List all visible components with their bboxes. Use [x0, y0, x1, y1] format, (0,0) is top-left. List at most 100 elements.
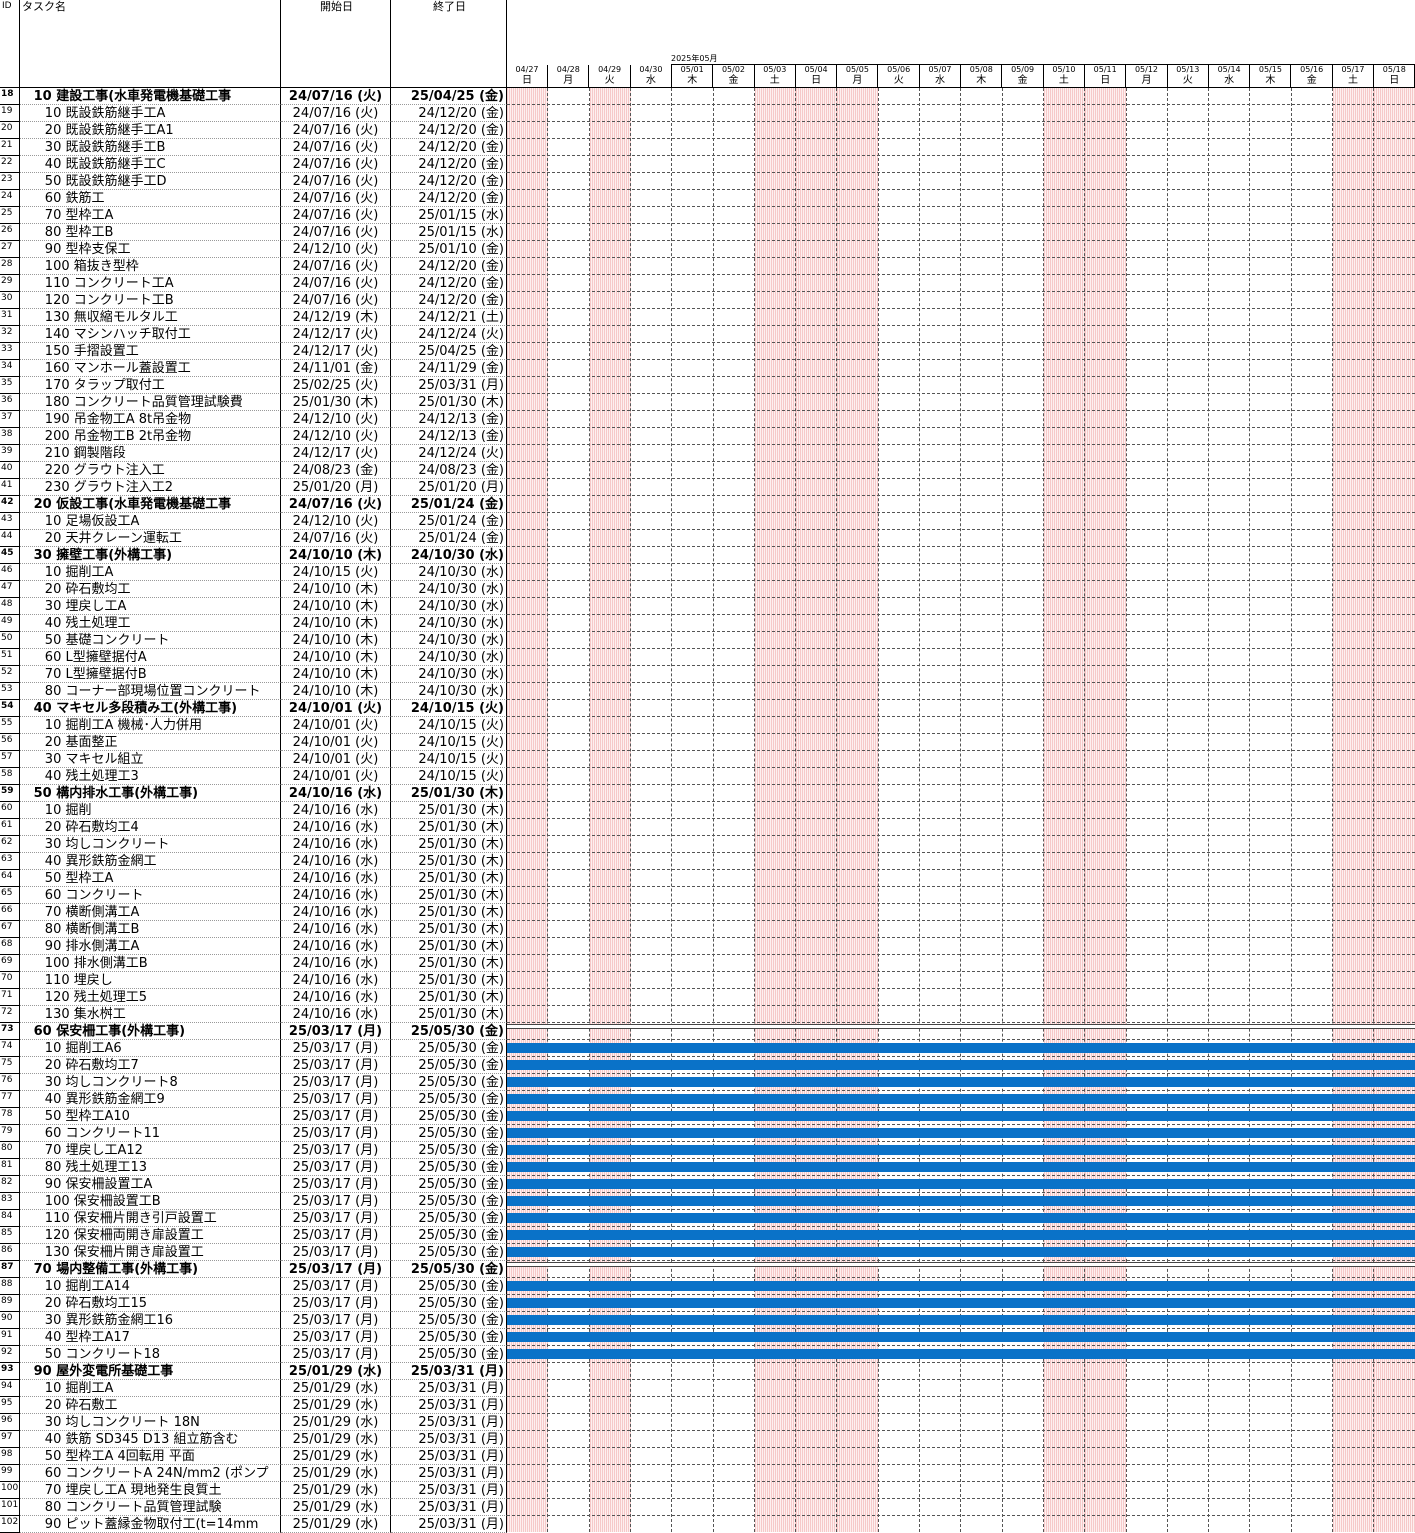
task-end-date[interactable]: 25/05/30 (金)	[391, 1023, 507, 1040]
task-name[interactable]: 90 保安柵設置工A	[20, 1176, 281, 1193]
task-name[interactable]: 10 掘削工A	[20, 564, 281, 581]
task-id[interactable]: 44	[0, 530, 20, 547]
task-id[interactable]: 100	[0, 1482, 20, 1499]
task-end-date[interactable]: 25/01/30 (木)	[391, 887, 507, 904]
task-name[interactable]: 70 型枠工A	[20, 207, 281, 224]
task-start-date[interactable]: 25/01/29 (水)	[281, 1448, 391, 1465]
task-id[interactable]: 82	[0, 1176, 20, 1193]
task-id[interactable]: 73	[0, 1023, 20, 1040]
task-end-date[interactable]: 24/10/15 (火)	[391, 734, 507, 751]
task-id[interactable]: 90	[0, 1312, 20, 1329]
task-name[interactable]: 30 均しコンクリート8	[20, 1074, 281, 1091]
task-end-date[interactable]: 24/12/20 (金)	[391, 292, 507, 309]
task-end-date[interactable]: 25/03/31 (月)	[391, 1414, 507, 1431]
task-name[interactable]: 30 擁壁工事(外構工事)	[20, 547, 281, 564]
task-id[interactable]: 74	[0, 1040, 20, 1057]
task-bar[interactable]	[507, 1128, 1415, 1138]
task-id[interactable]: 21	[0, 139, 20, 156]
task-name[interactable]: 220 グラウト注入工	[20, 462, 281, 479]
task-start-date[interactable]: 24/07/16 (火)	[281, 530, 391, 547]
task-bar[interactable]	[507, 1281, 1415, 1291]
task-id[interactable]: 59	[0, 785, 20, 802]
task-start-date[interactable]: 25/01/30 (木)	[281, 394, 391, 411]
task-start-date[interactable]: 25/01/29 (水)	[281, 1465, 391, 1482]
task-end-date[interactable]: 25/01/15 (水)	[391, 224, 507, 241]
task-name[interactable]: 70 埋戻し工A 現地発生良質土	[20, 1482, 281, 1499]
task-end-date[interactable]: 25/03/31 (月)	[391, 1465, 507, 1482]
task-bar[interactable]	[507, 1247, 1415, 1257]
task-bar[interactable]	[507, 1230, 1415, 1240]
task-start-date[interactable]: 24/10/16 (水)	[281, 785, 391, 802]
summary-task-row[interactable]: 45 30 擁壁工事(外構工事)24/10/10 (木)24/10/30 (水)	[0, 547, 507, 564]
task-id[interactable]: 34	[0, 360, 20, 377]
task-start-date[interactable]: 25/03/17 (月)	[281, 1108, 391, 1125]
task-end-date[interactable]: 25/05/30 (金)	[391, 1346, 507, 1363]
header-end-date[interactable]: 終了日	[391, 0, 507, 88]
task-end-date[interactable]: 25/05/30 (金)	[391, 1329, 507, 1346]
task-name[interactable]: 100 箱抜き型枠	[20, 258, 281, 275]
task-end-date[interactable]: 25/04/25 (金)	[391, 88, 507, 105]
task-id[interactable]: 41	[0, 479, 20, 496]
task-end-date[interactable]: 24/10/30 (水)	[391, 666, 507, 683]
task-start-date[interactable]: 24/10/01 (火)	[281, 768, 391, 785]
task-start-date[interactable]: 25/03/17 (月)	[281, 1142, 391, 1159]
task-name[interactable]: 10 建設工事(水車発電機基礎工事	[20, 88, 281, 105]
task-name[interactable]: 70 横断側溝工A	[20, 904, 281, 921]
task-name[interactable]: 40 マキセル多段積み工(外構工事)	[20, 700, 281, 717]
task-end-date[interactable]: 25/05/30 (金)	[391, 1176, 507, 1193]
task-end-date[interactable]: 24/12/20 (金)	[391, 258, 507, 275]
task-name[interactable]: 80 コーナー部現場位置コンクリート	[20, 683, 281, 700]
task-name[interactable]: 40 残土処理工3	[20, 768, 281, 785]
task-id[interactable]: 66	[0, 904, 20, 921]
task-end-date[interactable]: 25/01/30 (木)	[391, 989, 507, 1006]
task-name[interactable]: 50 型枠工A 4回転用 平面	[20, 1448, 281, 1465]
task-name[interactable]: 140 マシンハッチ取付工	[20, 326, 281, 343]
task-end-date[interactable]: 25/01/10 (金)	[391, 241, 507, 258]
task-start-date[interactable]: 24/07/16 (火)	[281, 173, 391, 190]
task-start-date[interactable]: 25/03/17 (月)	[281, 1244, 391, 1261]
task-end-date[interactable]: 25/03/31 (月)	[391, 1448, 507, 1465]
task-start-date[interactable]: 25/01/29 (水)	[281, 1431, 391, 1448]
task-end-date[interactable]: 25/05/30 (金)	[391, 1142, 507, 1159]
task-name[interactable]: 70 場内整備工事(外構工事)	[20, 1261, 281, 1278]
task-start-date[interactable]: 24/10/01 (火)	[281, 717, 391, 734]
task-id[interactable]: 18	[0, 88, 20, 105]
task-name[interactable]: 80 型枠工B	[20, 224, 281, 241]
task-name[interactable]: 20 砕石敷均工15	[20, 1295, 281, 1312]
task-name[interactable]: 60 コンクリート11	[20, 1125, 281, 1142]
task-start-date[interactable]: 25/03/17 (月)	[281, 1261, 391, 1278]
task-end-date[interactable]: 25/05/30 (金)	[391, 1210, 507, 1227]
task-name[interactable]: 10 掘削工A	[20, 1380, 281, 1397]
task-end-date[interactable]: 25/05/30 (金)	[391, 1227, 507, 1244]
task-name[interactable]: 130 無収縮モルタル工	[20, 309, 281, 326]
task-end-date[interactable]: 25/01/20 (月)	[391, 479, 507, 496]
task-name[interactable]: 50 既設鉄筋継手工D	[20, 173, 281, 190]
task-end-date[interactable]: 25/01/30 (木)	[391, 819, 507, 836]
task-end-date[interactable]: 24/12/20 (金)	[391, 122, 507, 139]
summary-task-row[interactable]: 59 50 構内排水工事(外構工事)24/10/16 (水)25/01/30 (…	[0, 785, 507, 802]
task-name[interactable]: 30 埋戻し工A	[20, 598, 281, 615]
task-end-date[interactable]: 24/10/30 (水)	[391, 581, 507, 598]
task-start-date[interactable]: 24/10/15 (火)	[281, 564, 391, 581]
task-id[interactable]: 31	[0, 309, 20, 326]
task-start-date[interactable]: 25/03/17 (月)	[281, 1023, 391, 1040]
task-start-date[interactable]: 24/10/01 (火)	[281, 734, 391, 751]
task-id[interactable]: 42	[0, 496, 20, 513]
task-end-date[interactable]: 25/05/30 (金)	[391, 1295, 507, 1312]
task-end-date[interactable]: 25/05/30 (金)	[391, 1125, 507, 1142]
task-id[interactable]: 26	[0, 224, 20, 241]
task-id[interactable]: 60	[0, 802, 20, 819]
